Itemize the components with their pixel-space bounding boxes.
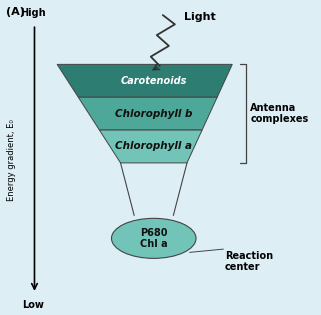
Text: Energy gradient, E₀: Energy gradient, E₀ (7, 119, 16, 201)
Text: P680
Chl a: P680 Chl a (140, 227, 168, 249)
Text: Chlorophyll a: Chlorophyll a (115, 141, 192, 152)
Polygon shape (78, 97, 217, 130)
Text: Carotenoids: Carotenoids (121, 76, 187, 86)
Text: Light: Light (184, 12, 216, 22)
Polygon shape (100, 130, 202, 163)
Text: Chlorophyll b: Chlorophyll b (115, 109, 193, 119)
Text: Reaction
center: Reaction center (225, 251, 273, 272)
Polygon shape (57, 64, 232, 97)
Ellipse shape (111, 218, 196, 258)
Text: (A): (A) (6, 7, 25, 17)
Text: Low: Low (22, 300, 44, 310)
Text: Antenna
complexes: Antenna complexes (250, 103, 309, 124)
Text: High: High (20, 8, 46, 18)
